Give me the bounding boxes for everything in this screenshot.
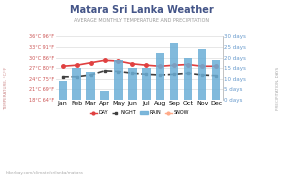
Bar [198, 49, 206, 100]
Bar [170, 43, 178, 100]
Bar [100, 91, 109, 100]
Bar [212, 60, 220, 100]
Bar [128, 68, 137, 100]
Bar [59, 81, 67, 100]
Text: TEMPERATURE, °C/°F: TEMPERATURE, °C/°F [4, 67, 8, 110]
Text: AVERAGE MONTHLY TEMPERATURE AND PRECIPITATION: AVERAGE MONTHLY TEMPERATURE AND PRECIPIT… [74, 18, 210, 23]
Bar [156, 53, 164, 100]
Bar [184, 58, 192, 100]
Text: PRECIPITATION, DAYS: PRECIPITATION, DAYS [276, 67, 280, 110]
Legend: DAY, NIGHT, RAIN, SNOW: DAY, NIGHT, RAIN, SNOW [88, 109, 191, 117]
Bar [86, 72, 95, 100]
Bar [142, 68, 151, 100]
Text: hikerbay.com/climate/srilanka/matara: hikerbay.com/climate/srilanka/matara [6, 171, 83, 175]
Bar [72, 68, 81, 100]
Text: Matara Sri Lanka Weather: Matara Sri Lanka Weather [70, 5, 214, 15]
Bar [114, 60, 123, 100]
